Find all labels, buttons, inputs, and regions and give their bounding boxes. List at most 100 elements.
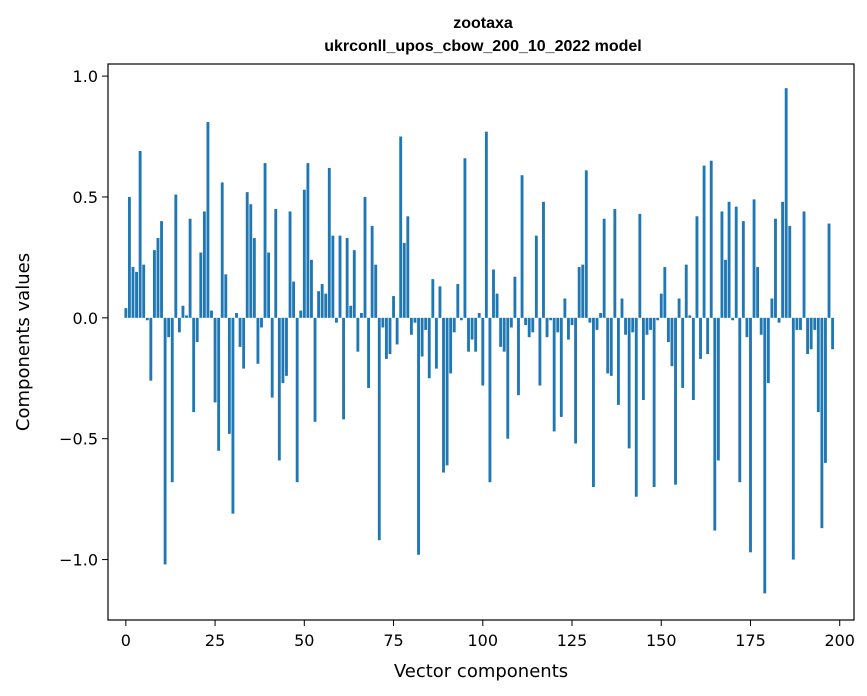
bar — [809, 317, 813, 350]
bar — [584, 170, 588, 318]
bar — [824, 317, 827, 463]
bar — [784, 88, 788, 318]
bar — [695, 216, 699, 318]
bar — [527, 317, 531, 338]
bar — [470, 317, 474, 340]
bar — [484, 131, 488, 318]
bar — [156, 238, 160, 318]
bar — [381, 317, 385, 328]
bar — [324, 293, 328, 318]
bar — [567, 317, 570, 340]
bar — [816, 317, 820, 413]
bar — [292, 281, 296, 318]
bar — [781, 201, 785, 318]
bar — [288, 211, 292, 318]
bar — [142, 264, 146, 318]
bar — [724, 259, 727, 318]
y-tick-label: 0.0 — [73, 309, 98, 328]
bar — [799, 317, 802, 330]
bar — [542, 201, 545, 318]
bar — [802, 211, 806, 318]
bar — [820, 317, 824, 529]
bar — [552, 317, 556, 432]
bar — [638, 213, 642, 318]
bar — [509, 317, 513, 328]
bar — [756, 267, 760, 318]
bar — [706, 317, 710, 355]
bar — [813, 317, 817, 330]
bar — [335, 317, 338, 323]
bar — [327, 167, 331, 318]
bar — [374, 264, 378, 318]
bar — [645, 317, 649, 335]
bar — [709, 160, 713, 318]
bar — [649, 317, 652, 330]
bar — [752, 199, 756, 318]
bar — [170, 317, 174, 483]
bar — [538, 317, 542, 386]
bar — [256, 317, 260, 364]
bar — [302, 189, 306, 318]
bar — [388, 317, 392, 355]
bar — [774, 218, 777, 318]
bar — [734, 206, 738, 318]
bar — [242, 317, 246, 369]
bar — [588, 317, 592, 323]
bar — [459, 317, 463, 321]
bar — [563, 298, 567, 318]
bar — [452, 317, 456, 333]
bar — [313, 317, 317, 422]
bar — [177, 317, 181, 333]
bar — [235, 312, 238, 318]
bar — [320, 283, 324, 318]
bar — [227, 317, 231, 434]
y-tick-label: 1.0 — [73, 67, 98, 86]
bar — [745, 317, 749, 338]
bar — [220, 182, 224, 318]
bar — [520, 175, 524, 318]
bar — [495, 293, 499, 318]
bar — [338, 235, 342, 318]
bar — [731, 317, 735, 321]
bar — [727, 201, 731, 318]
x-tick-label: 75 — [383, 631, 403, 650]
bar — [699, 317, 702, 359]
bar — [238, 317, 242, 347]
bar — [252, 238, 256, 318]
bar — [463, 158, 467, 318]
bar — [424, 317, 428, 330]
bar — [356, 317, 360, 352]
bar — [577, 267, 581, 318]
bar — [299, 310, 303, 318]
bar — [149, 317, 153, 381]
bar — [641, 317, 645, 401]
bar — [531, 317, 535, 333]
x-tick-label: 100 — [468, 631, 499, 650]
bar — [502, 317, 506, 352]
bar — [199, 252, 203, 318]
x-tick-label: 50 — [294, 631, 314, 650]
bar — [616, 317, 620, 405]
bar — [624, 317, 627, 335]
bar — [827, 223, 831, 318]
bar — [127, 196, 131, 318]
bar — [206, 122, 210, 318]
bar — [549, 317, 553, 321]
bar — [791, 317, 795, 560]
bar — [434, 317, 438, 369]
bar — [213, 317, 217, 403]
bar — [738, 317, 742, 483]
bar — [342, 317, 346, 420]
bar — [592, 317, 595, 488]
bar — [277, 317, 281, 461]
bar — [384, 317, 388, 359]
y-tick-label: −1.0 — [59, 551, 98, 570]
bar — [188, 218, 192, 318]
bar — [395, 317, 399, 345]
bar — [349, 305, 353, 318]
bar — [202, 211, 206, 318]
bar — [295, 317, 299, 483]
bar — [570, 317, 574, 326]
bar — [210, 310, 213, 318]
bar — [285, 317, 288, 376]
